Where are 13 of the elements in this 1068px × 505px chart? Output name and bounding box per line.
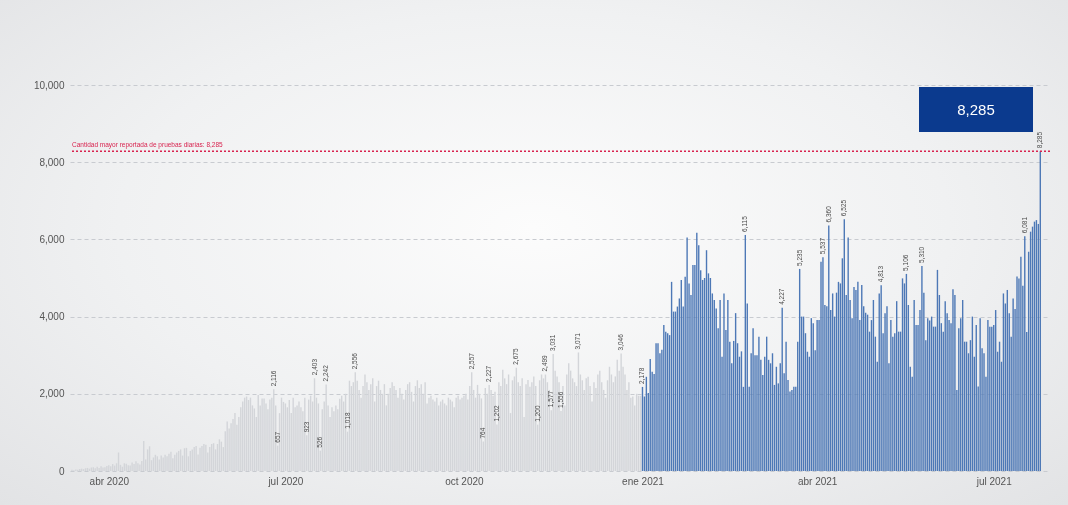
x-tick-label: ene 2021 [622,475,665,487]
x-tick-label: oct 2020 [445,475,485,487]
y-tick-label: 0 [58,465,65,477]
x-tick-label: jul 2021 [975,475,1013,487]
x-tick-label: jul 2020 [267,475,304,487]
y-tick-label: 8,000 [39,156,65,168]
callout-box: 8,285 [919,87,1033,132]
x-tick-label: abr 2020 [89,475,130,487]
y-tick-label: 2,000 [39,388,65,400]
x-tick-label: abr 2021 [797,475,838,487]
y-tick-label: 4,000 [39,311,65,323]
y-tick-label: 6,000 [39,233,65,245]
y-tick-label: 10,000 [33,79,65,91]
